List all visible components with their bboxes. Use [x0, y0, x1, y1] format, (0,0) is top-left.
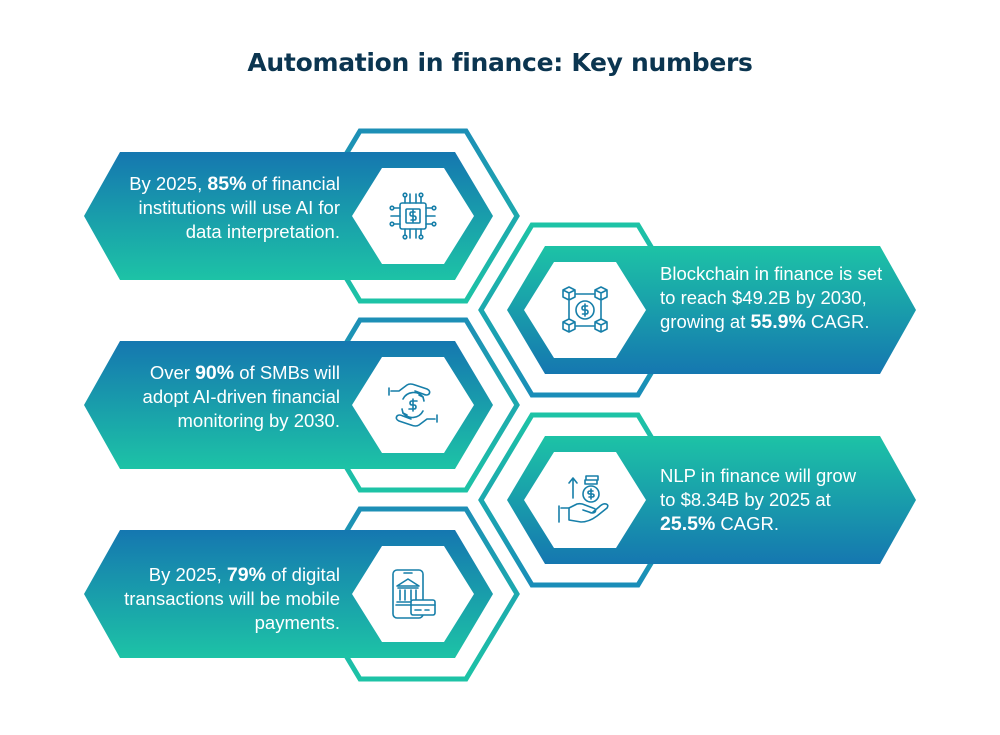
mobile-bank-payment-icon — [392, 569, 436, 619]
stat-highlight: 79% — [226, 564, 266, 586]
stat-text-smb-monitoring: Over 90% of SMBs will adopt AI-driven fi… — [118, 361, 340, 433]
stat-text-blockchain: Blockchain in finance is set to reach $4… — [660, 262, 886, 334]
icon-hex-mobile-payments — [352, 546, 474, 642]
stat-text-nlp: NLP in finance will grow to $8.34B by 20… — [660, 464, 876, 536]
stat-highlight: 85% — [207, 173, 247, 195]
stat-text-after: CAGR. — [715, 513, 780, 534]
stat-text-mobile-payments: By 2025, 79% of digital transactions wil… — [118, 563, 340, 635]
hand-coins-growth-icon — [558, 475, 609, 523]
stat-text-before: NLP in finance will grow to $8.34B by 20… — [660, 465, 857, 510]
infographic-title: Automation in finance: Key numbers — [247, 48, 753, 77]
stat-text-before: Over — [149, 362, 196, 383]
stat-text-before: Blockchain in finance is set to reach $4… — [660, 263, 883, 332]
stat-text-after: of financial institutions will use AI fo… — [138, 173, 340, 242]
hex-outline-blockchain — [478, 222, 692, 398]
blockchain-dollar-icon — [562, 286, 608, 333]
stat-highlight: 25.5% — [660, 513, 716, 535]
stat-highlight: 90% — [195, 362, 235, 384]
stat-text-before: By 2025, — [148, 564, 227, 585]
hex-outline-nlp — [478, 412, 692, 588]
stat-text-after: of digital transactions will be mobile p… — [124, 564, 340, 633]
stat-highlight: 55.9% — [750, 311, 806, 333]
stat-text-ai-data: By 2025, 85% of financial institutions w… — [118, 172, 340, 244]
stat-text-before: By 2025, — [129, 173, 208, 194]
stat-text-after: of SMBs will adopt AI-driven financial m… — [142, 362, 340, 431]
ai-chip-dollar-icon — [389, 192, 437, 240]
hands-dollar-exchange-icon — [388, 383, 438, 427]
stat-text-after: CAGR. — [805, 311, 870, 332]
